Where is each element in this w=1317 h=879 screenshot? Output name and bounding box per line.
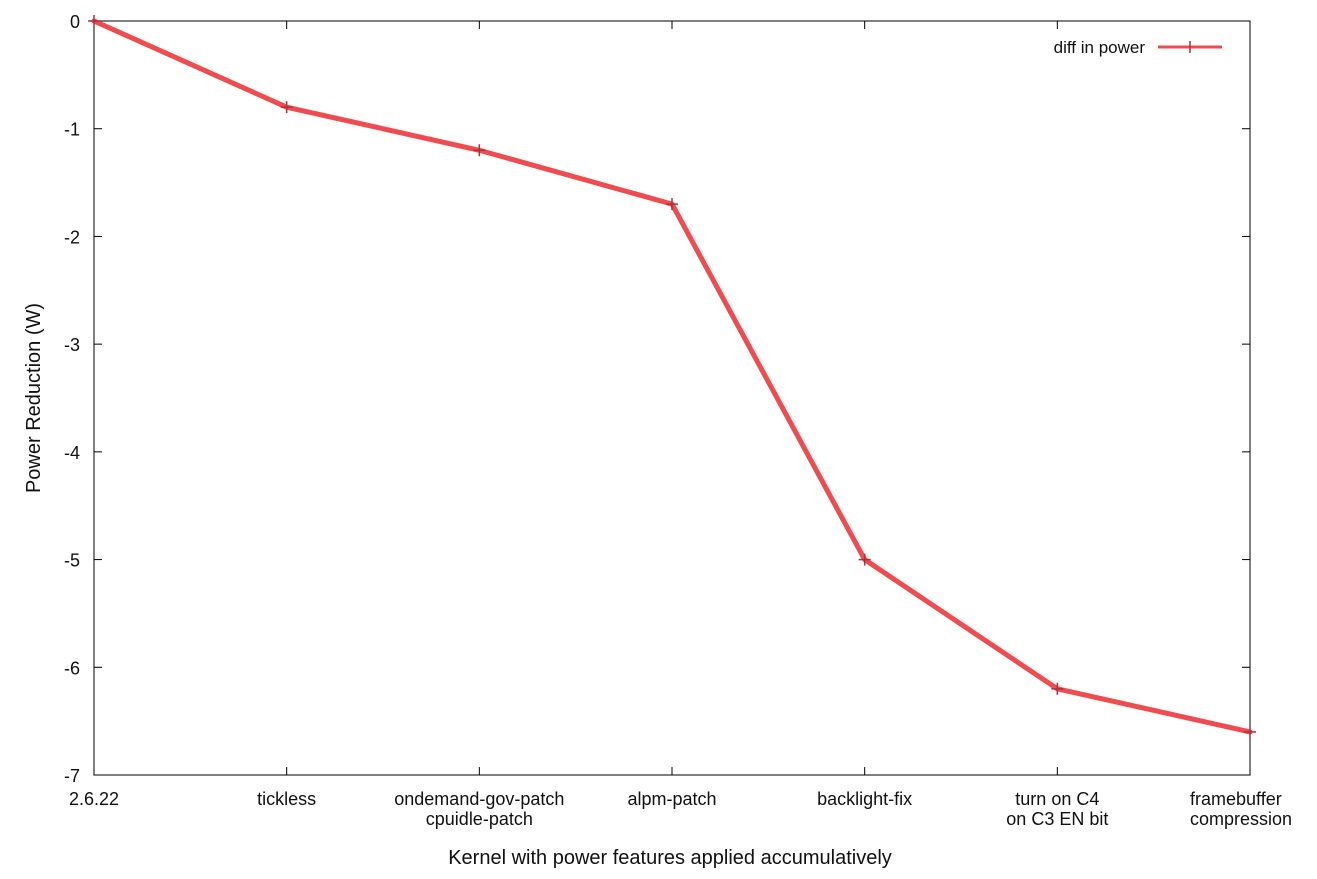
series-line — [91, 18, 1253, 735]
y-tick-label: -3 — [64, 335, 80, 355]
y-tick-label: -6 — [64, 658, 80, 678]
x-tick-label: backlight-fix — [817, 789, 912, 809]
x-tick-label: turn on C4 — [1015, 789, 1099, 809]
x-tick-label: compression — [1190, 809, 1292, 829]
data-point — [666, 198, 678, 211]
y-axis-label: Power Reduction (W) — [23, 303, 45, 493]
y-tick-label: -2 — [64, 227, 80, 247]
x-axis-label: Kernel with power features applied accum… — [448, 847, 892, 869]
x-tick-label: framebuffer — [1190, 789, 1282, 809]
data-point — [1244, 725, 1256, 738]
data-point — [1051, 682, 1064, 695]
y-tick-label: -7 — [64, 766, 80, 786]
y-tick-label: -5 — [64, 551, 80, 571]
legend-label: diff in power — [1054, 38, 1146, 57]
x-tick-label: cpuidle-patch — [426, 809, 533, 829]
data-point — [858, 553, 871, 566]
x-tick-label: tickless — [257, 789, 316, 809]
x-tick-label: on C3 EN bit — [1006, 809, 1108, 829]
x-tick-label: 2.6.22 — [69, 789, 119, 809]
data-point — [473, 144, 486, 157]
y-tick-label: -1 — [64, 120, 80, 140]
x-tick-label: alpm-patch — [627, 789, 716, 809]
plot-frame — [93, 20, 1251, 776]
data-point — [280, 101, 293, 114]
y-tick-label: -4 — [64, 443, 80, 463]
y-tick-label: 0 — [70, 12, 80, 32]
x-tick-label: ondemand-gov-patch — [394, 789, 564, 809]
data-point — [88, 15, 100, 27]
